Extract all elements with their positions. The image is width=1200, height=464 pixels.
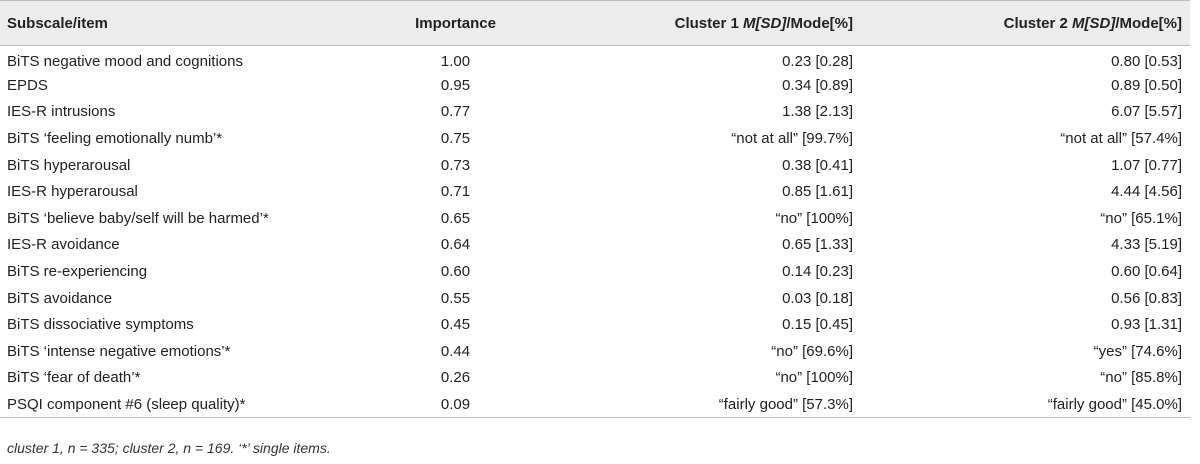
cell-item: PSQI component #6 (sleep quality)*: [0, 391, 368, 419]
cell-cluster-2: “no” [85.8%]: [1100, 369, 1182, 387]
table-row: BiTS ‘feeling emotionally numb’* 0.75 “n…: [0, 125, 1190, 152]
cell-item: BiTS negative mood and cognitions: [7, 52, 243, 70]
cell-cluster-2: 0.93 [1.31]: [1111, 316, 1182, 334]
cell-item: BiTS ‘believe baby/self will be harmed’*: [7, 209, 269, 227]
cell-cluster-1: 0.85 [1.61]: [782, 183, 853, 201]
cell-cluster-2: 0.89 [0.50]: [1111, 76, 1182, 94]
table-row: IES-R avoidance 0.64 0.65 [1.33] 4.33 [5…: [0, 231, 1190, 259]
cell-cluster-1: 0.14 [0.23]: [782, 263, 853, 281]
cell-cluster-1: “no” [69.6%]: [771, 342, 853, 360]
table-row: IES-R intrusions 0.77 1.38 [2.13] 6.07 […: [0, 98, 1190, 126]
table-row: BiTS ‘fear of death’* 0.26 “no” [100%] “…: [0, 364, 1190, 392]
cell-cluster-2: “no” [65.1%]: [1100, 209, 1182, 227]
cell-importance: 1.00: [440, 52, 471, 70]
table-row: EPDS 0.95 0.34 [0.89] 0.89 [0.50]: [0, 72, 1190, 99]
cell-importance: 0.44: [440, 342, 471, 360]
cell-cluster-1: 1.38 [2.13]: [782, 103, 853, 121]
cell-importance: 0.65: [440, 209, 471, 227]
header-cluster-2: Cluster 2 M[SD]/Mode[%]: [861, 0, 1190, 46]
cell-item: BiTS ‘fear of death’*: [7, 369, 141, 387]
cell-importance: 0.95: [440, 76, 471, 94]
cell-cluster-1: “no” [100%]: [775, 369, 853, 387]
cell-importance: 0.26: [440, 369, 471, 387]
header-cluster-2-prefix: Cluster 2: [1003, 14, 1072, 32]
cell-cluster-1: 0.34 [0.89]: [782, 76, 853, 94]
header-cluster-1-prefix: Cluster 1: [674, 14, 743, 32]
cell-importance: 0.55: [440, 289, 471, 307]
cell-cluster-1: “not at all” [99.7%]: [731, 130, 853, 148]
table-row: IES-R hyperarousal 0.71 0.85 [1.61] 4.44…: [0, 178, 1190, 206]
cell-importance: 0.71: [440, 183, 471, 201]
cell-cluster-1: 0.23 [0.28]: [782, 52, 853, 70]
cell-item: IES-R intrusions: [7, 103, 116, 121]
cell-importance: 0.60: [440, 263, 471, 281]
cell-cluster-2: “yes” [74.6%]: [1093, 342, 1182, 360]
cell-cluster-2: 6.07 [5.57]: [1111, 103, 1182, 121]
table-row: BiTS dissociative symptoms 0.45 0.15 [0.…: [0, 311, 1190, 339]
table-header: Subscale/item Importance Cluster 1 M[SD]…: [0, 0, 1190, 46]
table-row: BiTS avoidance 0.55 0.03 [0.18] 0.56 [0.…: [0, 284, 1190, 312]
table-row: BiTS ‘intense negative emotions’* 0.44 “…: [0, 338, 1190, 365]
header-subscale: Subscale/item: [0, 0, 368, 46]
cell-cluster-2: 1.07 [0.77]: [1111, 156, 1182, 174]
cell-item: EPDS: [7, 76, 48, 94]
table-row: BiTS re-experiencing 0.60 0.14 [0.23] 0.…: [0, 258, 1190, 285]
cell-cluster-1: 0.15 [0.45]: [782, 316, 853, 334]
cell-importance: 0.77: [440, 103, 471, 121]
cell-cluster-1: 0.38 [0.41]: [782, 156, 853, 174]
cell-item: BiTS hyperarousal: [7, 156, 131, 174]
cell-cluster-2: 0.80 [0.53]: [1111, 52, 1182, 70]
cell-item: BiTS re-experiencing: [7, 263, 148, 281]
table-row: PSQI component #6 (sleep quality)* 0.09 …: [0, 391, 1190, 419]
cell-item: BiTS dissociative symptoms: [7, 316, 194, 334]
cell-cluster-2: 4.44 [4.56]: [1111, 183, 1182, 201]
cell-cluster-2: “not at all” [57.4%]: [1060, 130, 1182, 148]
cell-importance: 0.45: [440, 316, 471, 334]
table-row: BiTS negative mood and cognitions 1.00 0…: [0, 45, 1190, 73]
table-row: BiTS hyperarousal 0.73 0.38 [0.41] 1.07 …: [0, 151, 1190, 179]
results-table: Subscale/item Importance Cluster 1 M[SD]…: [0, 0, 1190, 419]
header-importance: Importance: [368, 0, 543, 46]
cell-cluster-2: 4.33 [5.19]: [1111, 236, 1182, 254]
cell-cluster-2: 0.56 [0.83]: [1111, 289, 1182, 307]
cell-item: IES-R avoidance: [7, 236, 120, 254]
header-cluster-1: Cluster 1 M[SD]/Mode[%]: [543, 0, 861, 46]
cell-cluster-1: 0.03 [0.18]: [782, 289, 853, 307]
cell-cluster-1: 0.65 [1.33]: [782, 236, 853, 254]
header-cluster-2-stat: M[SD]: [1072, 14, 1116, 32]
cell-cluster-1: “no” [100%]: [775, 209, 853, 227]
header-cluster-2-suffix: /Mode[%]: [1115, 14, 1182, 32]
table-row: BiTS ‘believe baby/self will be harmed’*…: [0, 205, 1190, 232]
header-row: Subscale/item Importance Cluster 1 M[SD]…: [0, 0, 1190, 46]
cell-importance: 0.73: [440, 156, 471, 174]
table-footnote: cluster 1, n = 335; cluster 2, n = 169. …: [7, 440, 331, 456]
cell-item: BiTS avoidance: [7, 289, 113, 307]
table-body: BiTS negative mood and cognitions 1.00 0…: [0, 45, 1190, 419]
cell-cluster-1: “fairly good” [57.3%]: [543, 391, 861, 419]
cell-importance: 0.09: [368, 391, 543, 419]
header-cluster-1-suffix: /Mode[%]: [786, 14, 853, 32]
cell-cluster-2: “fairly good” [45.0%]: [861, 391, 1190, 419]
cell-importance: 0.75: [440, 130, 471, 148]
cell-item: IES-R hyperarousal: [7, 183, 138, 201]
cell-item: BiTS ‘intense negative emotions’*: [7, 342, 231, 360]
header-cluster-1-stat: M[SD]: [743, 14, 787, 32]
cell-cluster-2: 0.60 [0.64]: [1111, 263, 1182, 281]
cell-item: BiTS ‘feeling emotionally numb’*: [7, 130, 223, 148]
cell-importance: 0.64: [440, 236, 471, 254]
